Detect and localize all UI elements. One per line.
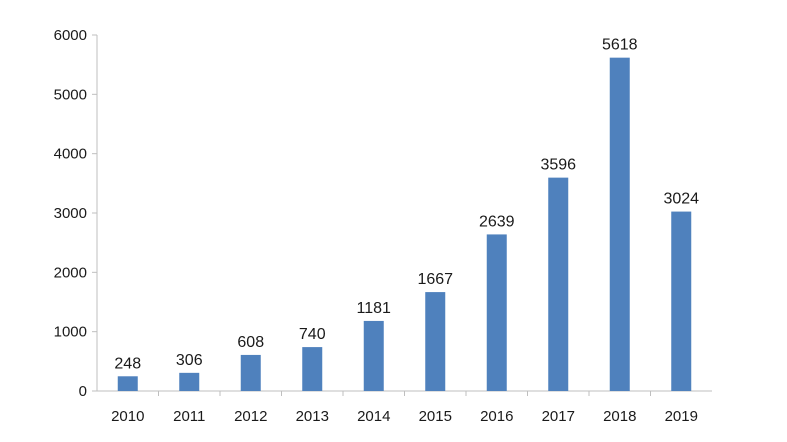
y-tick-label: 0 bbox=[79, 383, 87, 400]
y-tick-label: 2000 bbox=[54, 264, 87, 281]
bar bbox=[671, 211, 692, 391]
data-label: 1667 bbox=[417, 271, 453, 288]
data-label: 2639 bbox=[479, 213, 515, 230]
bar bbox=[486, 234, 507, 391]
bar bbox=[179, 372, 200, 391]
x-tick-label: 2017 bbox=[542, 408, 575, 425]
y-tick-label: 6000 bbox=[54, 27, 87, 44]
bar bbox=[425, 292, 446, 391]
y-tick-label: 4000 bbox=[54, 146, 87, 163]
bar bbox=[548, 177, 569, 391]
data-label: 3596 bbox=[540, 157, 576, 174]
data-label: 608 bbox=[237, 334, 264, 351]
y-tick-label: 3000 bbox=[54, 205, 87, 222]
bar bbox=[117, 376, 138, 391]
bar bbox=[609, 57, 630, 391]
y-tick-label: 5000 bbox=[54, 86, 87, 103]
data-label: 1181 bbox=[357, 300, 392, 317]
bar bbox=[302, 347, 323, 391]
x-tick-label: 2016 bbox=[480, 408, 513, 425]
x-tick-label: 2015 bbox=[419, 408, 452, 425]
x-axis: 2010 2011 2012 2013 2014 2015 2016 2017 2018 2019 bbox=[97, 390, 712, 425]
x-tick-label: 2010 bbox=[111, 408, 144, 425]
x-tick-label: 2012 bbox=[234, 408, 267, 425]
x-tick-label: 2014 bbox=[357, 408, 390, 425]
bar-series bbox=[117, 57, 692, 391]
data-label: 248 bbox=[114, 355, 141, 372]
x-tick-label: 2013 bbox=[296, 408, 329, 425]
x-tick-label: 2011 bbox=[173, 408, 205, 425]
y-tick-label: 1000 bbox=[54, 324, 87, 341]
data-label: 3024 bbox=[663, 191, 699, 208]
bar bbox=[363, 320, 384, 391]
x-tick-label: 2018 bbox=[603, 408, 636, 425]
y-axis: 0 1000 2000 3000 4000 5000 6000 bbox=[54, 27, 98, 400]
data-label: 740 bbox=[299, 326, 326, 343]
bar bbox=[240, 354, 261, 391]
data-label: 5618 bbox=[602, 37, 638, 54]
x-tick-label: 2019 bbox=[665, 408, 698, 425]
data-labels: 248 306 608 740 1181 1667 2639 3596 5618 3024 bbox=[114, 37, 699, 373]
data-label: 306 bbox=[176, 352, 203, 369]
